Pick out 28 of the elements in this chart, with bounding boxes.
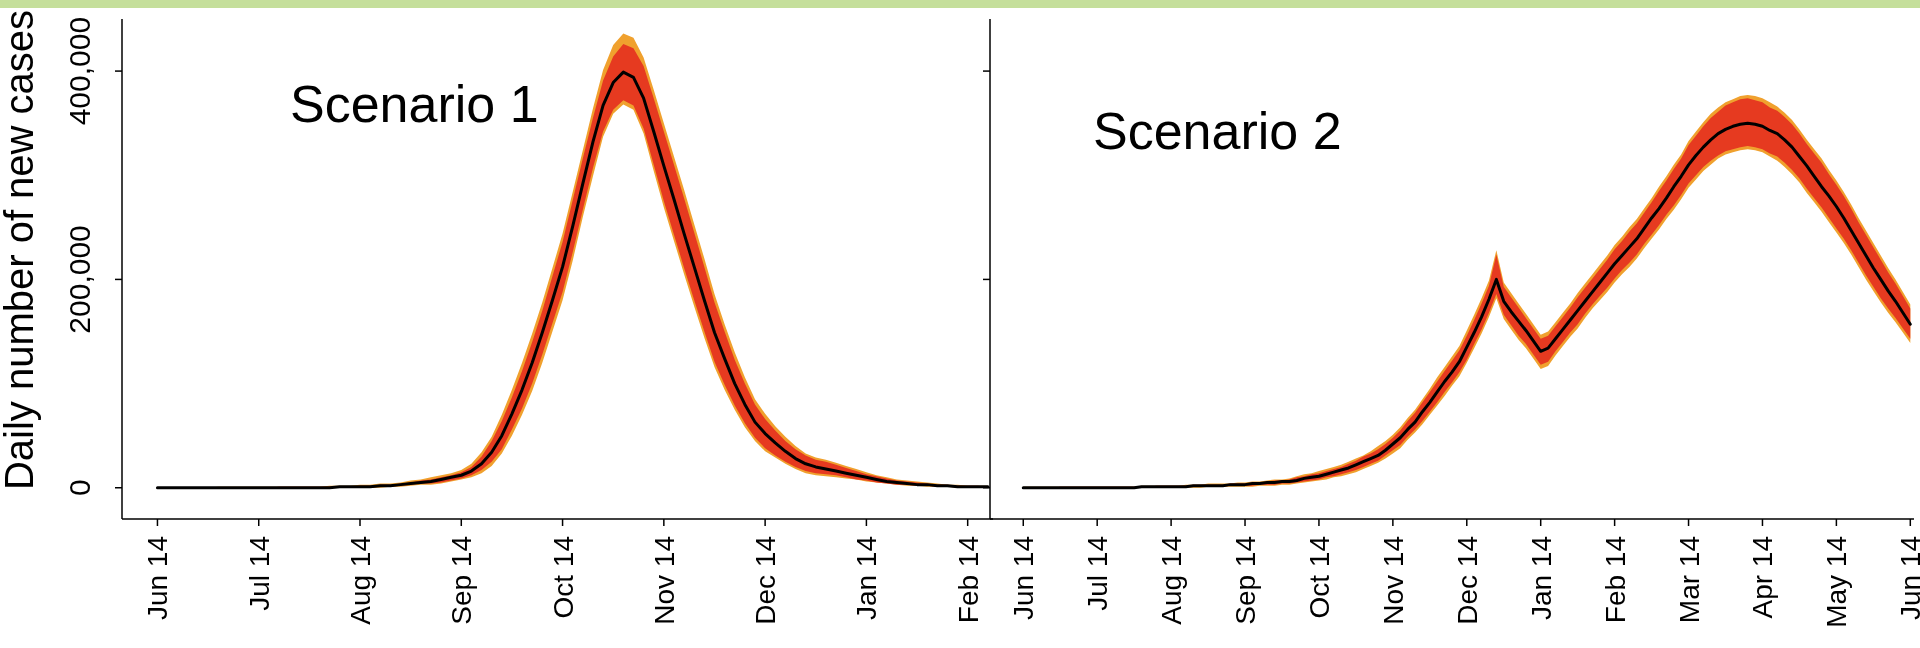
x-tick-label: May 14 <box>1821 536 1853 628</box>
x-tick-label: Jan 14 <box>851 536 883 621</box>
x-tick-label: Aug 14 <box>345 536 377 625</box>
x-tick-label: Jan 14 <box>1525 536 1557 621</box>
y-tick-label: 200,000 <box>63 225 96 334</box>
y-axis-title: Daily number of new cases <box>0 9 41 491</box>
x-tick-label: Nov 14 <box>1377 536 1409 625</box>
x-tick-label: Jun 14 <box>142 536 174 621</box>
x-tick-label: Nov 14 <box>648 536 680 625</box>
x-tick-label: Oct 14 <box>547 536 579 619</box>
y-tick-label: 400,000 <box>63 16 96 126</box>
x-tick-label: Mar 14 <box>1673 536 1705 624</box>
x-tick-label: Sep 14 <box>446 536 478 625</box>
x-tick-label: Jul 14 <box>1082 536 1114 611</box>
text: Scenario 2 <box>1093 102 1342 160</box>
x-tick-label: Jun 14 <box>1895 536 1920 621</box>
x-tick-label: Feb 14 <box>1599 536 1631 624</box>
x-tick-label: Jul 14 <box>243 536 275 611</box>
x-tick-label: Feb 14 <box>952 536 984 624</box>
x-tick-label: Dec 14 <box>1451 536 1483 625</box>
x-tick-label: Apr 14 <box>1747 536 1779 619</box>
x-tick-label: Dec 14 <box>750 536 782 625</box>
x-tick-label: Sep 14 <box>1230 536 1262 625</box>
text: Scenario 1 <box>290 75 539 133</box>
x-tick-label: Jun 14 <box>1008 536 1040 621</box>
x-tick-label: Aug 14 <box>1156 536 1188 625</box>
x-tick-label: Oct 14 <box>1303 536 1335 619</box>
y-tick-label: 0 <box>63 479 96 497</box>
